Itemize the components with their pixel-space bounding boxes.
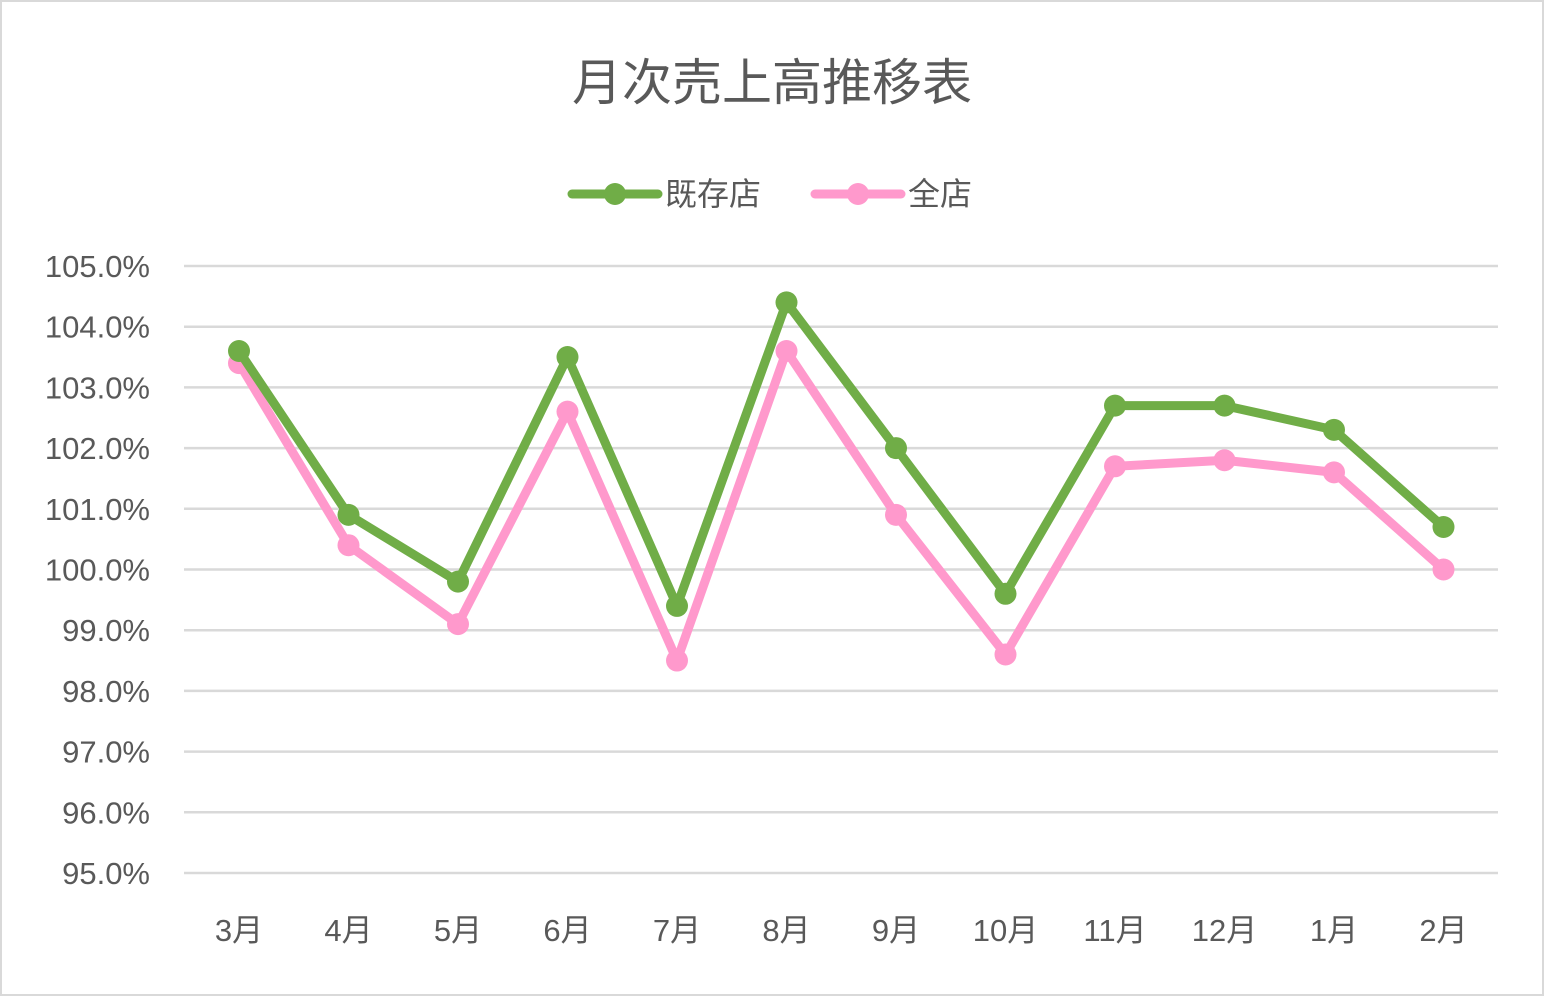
- legend-label-series-1: 既存店: [665, 175, 761, 213]
- data-point: [1213, 449, 1236, 472]
- series-line-1: [234, 297, 1448, 611]
- data-point: [775, 339, 798, 362]
- data-point: [1432, 558, 1455, 581]
- x-tick-label: 12月: [1192, 913, 1257, 948]
- data-point: [337, 503, 360, 526]
- legend-marker-series-1: [604, 183, 626, 205]
- data-point: [447, 570, 469, 593]
- legend-marker-series-2: [847, 183, 869, 205]
- legend-label-series-2: 全店: [908, 175, 972, 213]
- x-axis-tick-labels: 3月 4月 5月 6月 7月 8月 9月 10月 11月 12月 1月 2月: [215, 913, 1468, 948]
- y-tick-label: 95.0%: [62, 856, 150, 891]
- x-tick-label: 7月: [653, 913, 701, 948]
- data-point: [228, 339, 250, 362]
- y-tick-label: 100.0%: [45, 553, 150, 588]
- y-tick-label: 101.0%: [45, 492, 150, 527]
- series-2: [228, 339, 1455, 672]
- chart-title: 月次売上高推移表: [572, 54, 972, 112]
- data-point: [885, 503, 907, 526]
- y-tick-label: 98.0%: [62, 674, 150, 709]
- x-tick-label: 11月: [1083, 913, 1146, 948]
- x-tick-label: 5月: [434, 913, 482, 948]
- y-tick-label: 97.0%: [62, 735, 150, 770]
- data-point: [994, 582, 1017, 605]
- x-tick-label: 8月: [762, 913, 810, 948]
- series-line-2: [234, 346, 1448, 666]
- data-point: [447, 613, 469, 636]
- x-tick-label: 6月: [543, 913, 591, 948]
- x-tick-label: 1月: [1310, 913, 1358, 948]
- x-tick-label: 2月: [1419, 913, 1467, 948]
- x-tick-label: 10月: [973, 913, 1038, 948]
- x-tick-label: 9月: [872, 913, 920, 948]
- data-point: [556, 400, 579, 423]
- plot-series: [228, 291, 1455, 672]
- data-point: [1323, 461, 1345, 484]
- legend-item-series-1: 既存店: [567, 175, 761, 213]
- gridlines: [184, 264, 1498, 875]
- data-point: [994, 643, 1017, 666]
- data-point: [1104, 455, 1126, 478]
- data-point: [1323, 418, 1345, 441]
- data-point: [556, 346, 579, 369]
- x-tick-label: 3月: [215, 913, 263, 948]
- data-point: [666, 649, 688, 672]
- series-1: [228, 291, 1455, 617]
- y-tick-label: 104.0%: [45, 310, 150, 345]
- data-point: [1104, 394, 1126, 417]
- data-point: [337, 534, 360, 557]
- legend-item-series-2: 全店: [810, 175, 972, 213]
- y-tick-label: 105.0%: [45, 249, 150, 284]
- y-tick-label: 102.0%: [45, 431, 150, 466]
- data-point: [1432, 516, 1455, 539]
- legend: 既存店 全店: [567, 175, 972, 213]
- data-point: [666, 594, 688, 617]
- y-axis-tick-labels: 95.0% 96.0% 97.0% 98.0% 99.0% 100.0% 101.0% 102…: [45, 249, 150, 891]
- y-tick-label: 99.0%: [62, 613, 150, 648]
- x-tick-label: 4月: [324, 913, 372, 948]
- data-point: [885, 437, 907, 460]
- y-tick-label: 103.0%: [45, 370, 150, 405]
- data-point: [775, 291, 798, 314]
- data-point: [1213, 394, 1236, 417]
- y-tick-label: 96.0%: [62, 795, 150, 830]
